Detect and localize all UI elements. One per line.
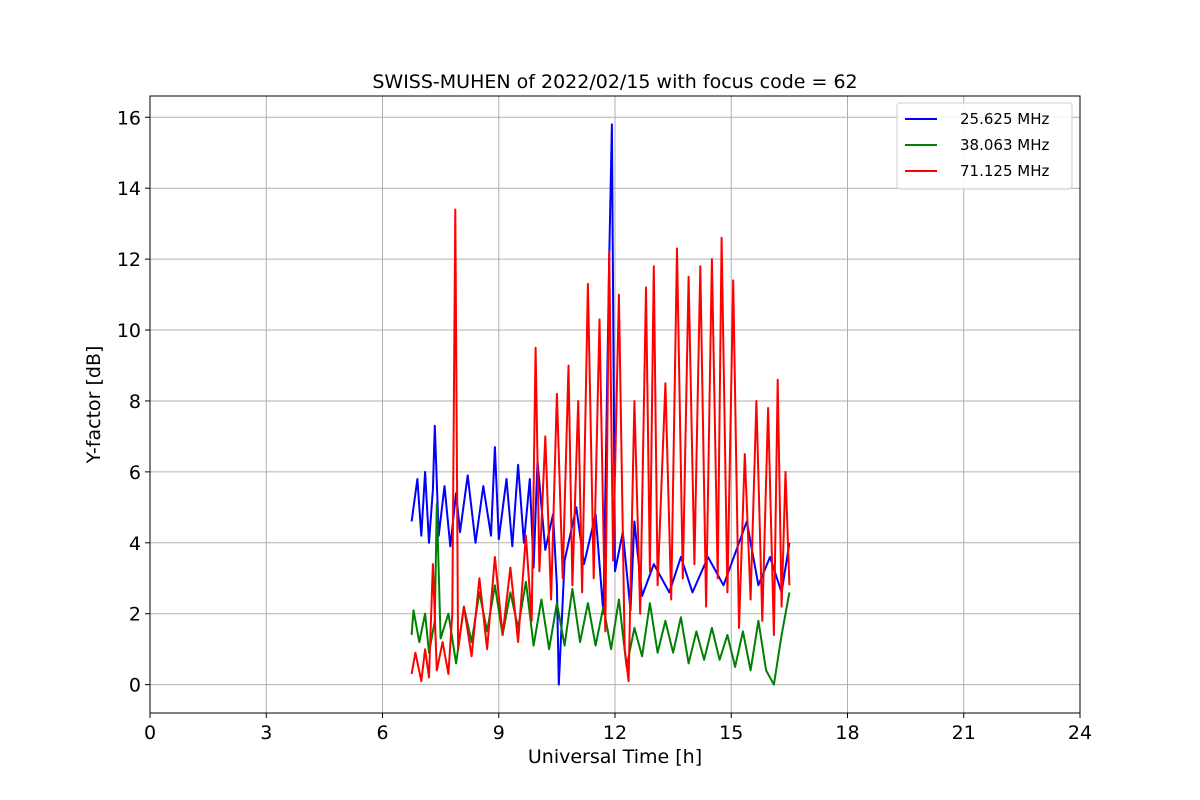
y-tick-label: 0 [129,675,141,697]
x-tick-label: 18 [835,722,859,744]
y-tick-label: 14 [117,178,141,200]
y-tick-label: 12 [117,249,141,271]
y-tick-label: 8 [129,391,141,413]
y-axis-title: Y-factor [dB] [83,346,105,465]
y-tick-label: 4 [129,533,141,555]
x-tick-label: 3 [260,722,272,744]
legend-label: 38.063 MHz [960,136,1049,154]
x-tick-label: 0 [144,722,156,744]
x-tick-label: 15 [719,722,743,744]
y-tick-label: 10 [117,320,141,342]
x-tick-label: 6 [376,722,388,744]
x-tick-label: 24 [1068,722,1092,744]
legend-label: 71.125 MHz [960,162,1049,180]
x-tick-label: 12 [603,722,627,744]
chart-title: SWISS-MUHEN of 2022/02/15 with focus cod… [372,71,857,93]
series-lines [410,123,791,686]
y-tick-label: 16 [117,107,141,129]
y-tick-label: 6 [129,462,141,484]
series-line-1 [410,502,791,686]
y-tick-label: 2 [129,604,141,626]
series-line-2 [410,208,791,683]
legend: 25.625 MHz 38.063 MHz 71.125 MHz [896,102,1073,190]
legend-label: 25.625 MHz [960,110,1049,128]
x-axis-title: Universal Time [h] [528,746,702,768]
legend-box [896,102,1073,190]
x-tick-label: 21 [952,722,976,744]
x-tick-label: 9 [493,722,505,744]
